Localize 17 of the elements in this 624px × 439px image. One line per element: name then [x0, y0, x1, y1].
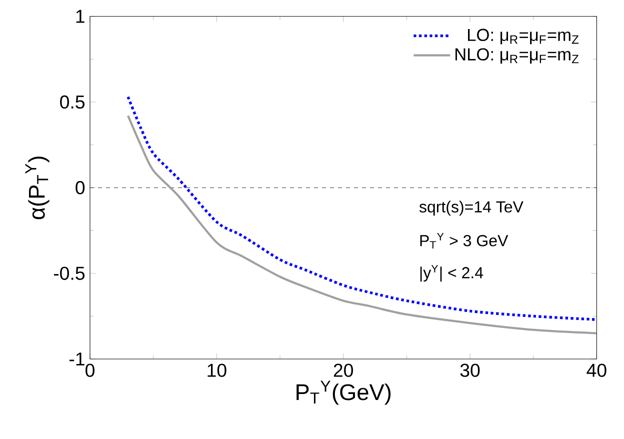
y-tick-label: 1: [76, 10, 84, 23]
annotation: P$_{T}$$^{Υ}$ > 3 GeV: [420, 233, 508, 249]
x-tick-label: 20: [334, 364, 353, 377]
y-tick-label: -1: [70, 352, 84, 366]
legend-label: NLO: μ$_{R}$=μ$_{F}$=m$_{Z}$: [456, 48, 579, 64]
legend-label: LO: μ$_{R}$=μ$_{F}$=m$_{Z}$: [468, 28, 579, 44]
y-tick-label: 0.5: [60, 95, 85, 109]
x-tick-label: 40: [586, 364, 606, 377]
x-tick-label: 0: [86, 364, 94, 377]
y-axis-title: α(P$_{T}$$^{Υ}$): [25, 156, 50, 220]
x-tick-label: 30: [460, 364, 480, 377]
x-axis-title: P$_{T}$$^{Υ}$(GeV): [296, 380, 391, 405]
y-tick-label: -0.5: [54, 266, 85, 280]
y-tick-label: 0: [76, 181, 85, 194]
annotation: sqrt(s)=14 TeV: [419, 200, 524, 216]
annotation: |y$^{Υ}$| < 2.4: [420, 265, 484, 282]
x-tick-label: 10: [208, 364, 226, 377]
